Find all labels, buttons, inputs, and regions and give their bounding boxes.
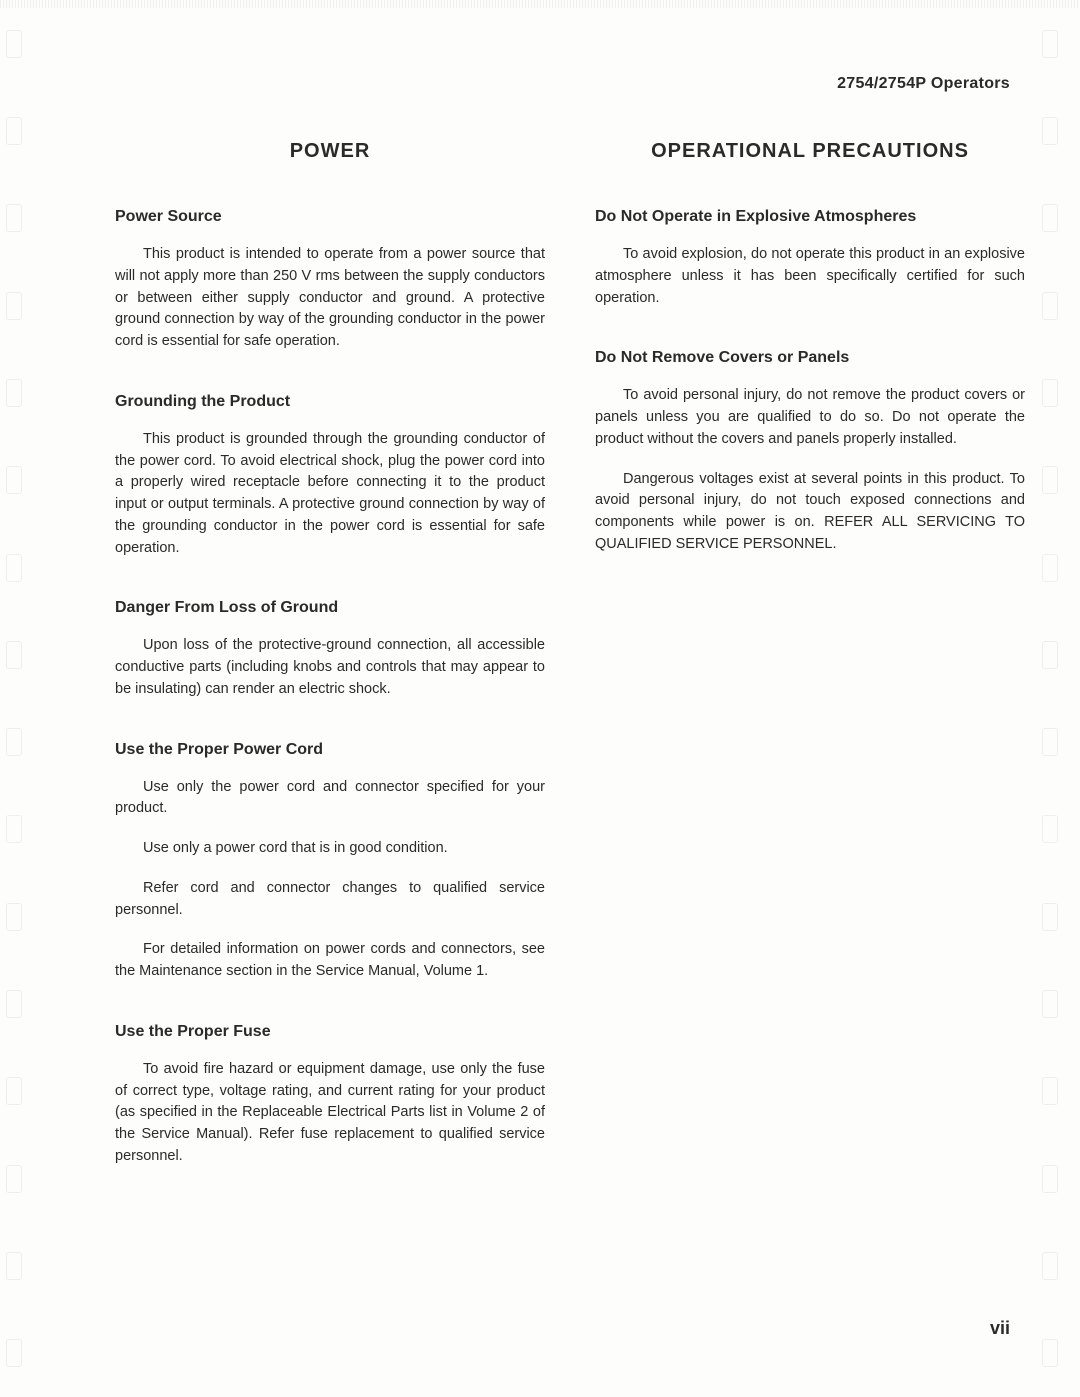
heading: Do Not Remove Covers or Panels xyxy=(595,349,1025,367)
paragraph: Use only the power cord and connector sp… xyxy=(115,777,545,821)
section-power-cord: Use the Proper Power Cord Use only the p… xyxy=(115,741,545,983)
paragraph: For detailed information on power cords … xyxy=(115,939,545,983)
paragraph: Upon loss of the protective-ground conne… xyxy=(115,635,545,700)
binding-marks-right xyxy=(1042,0,1072,1397)
section-fuse: Use the Proper Fuse To avoid fire hazard… xyxy=(115,1023,545,1168)
scan-noise xyxy=(0,0,1080,8)
section-power-source: Power Source This product is intended to… xyxy=(115,208,545,353)
heading: Danger From Loss of Ground xyxy=(115,599,545,617)
binding-marks-left xyxy=(6,0,36,1397)
paragraph: Use only a power cord that is in good co… xyxy=(115,838,545,860)
heading: Power Source xyxy=(115,208,545,226)
section-explosive: Do Not Operate in Explosive Atmospheres … xyxy=(595,208,1025,309)
heading: Grounding the Product xyxy=(115,393,545,411)
paragraph: To avoid fire hazard or equipment damage… xyxy=(115,1059,545,1168)
page-number: vii xyxy=(990,1318,1010,1339)
right-title: OPERATIONAL PRECAUTIONS xyxy=(595,140,1025,163)
section-covers: Do Not Remove Covers or Panels To avoid … xyxy=(595,349,1025,555)
section-danger-ground: Danger From Loss of Ground Upon loss of … xyxy=(115,599,545,700)
section-grounding: Grounding the Product This product is gr… xyxy=(115,393,545,560)
paragraph: This product is grounded through the gro… xyxy=(115,429,545,560)
left-title: POWER xyxy=(115,140,545,163)
paragraph: Dangerous voltages exist at several poin… xyxy=(595,469,1025,556)
paragraph: This product is intended to operate from… xyxy=(115,244,545,353)
right-column: OPERATIONAL PRECAUTIONS Do Not Operate i… xyxy=(595,140,1025,1208)
paragraph: To avoid explosion, do not operate this … xyxy=(595,244,1025,309)
heading: Use the Proper Fuse xyxy=(115,1023,545,1041)
heading: Use the Proper Power Cord xyxy=(115,741,545,759)
page-content: POWER Power Source This product is inten… xyxy=(115,140,1025,1208)
paragraph: To avoid personal injury, do not remove … xyxy=(595,385,1025,450)
document-header: 2754/2754P Operators xyxy=(837,75,1010,93)
heading: Do Not Operate in Explosive Atmospheres xyxy=(595,208,1025,226)
paragraph: Refer cord and connector changes to qual… xyxy=(115,878,545,922)
left-column: POWER Power Source This product is inten… xyxy=(115,140,545,1208)
